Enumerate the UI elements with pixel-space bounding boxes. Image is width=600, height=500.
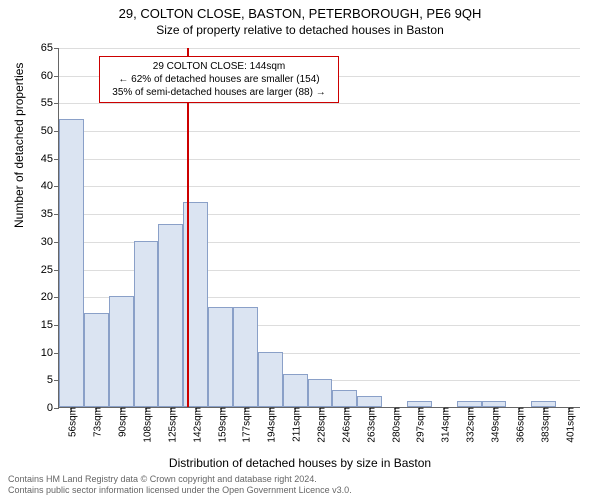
x-tick-label: 263sqm	[362, 407, 377, 443]
x-tick-label: 228sqm	[313, 407, 328, 443]
annotation-line: ← 62% of detached houses are smaller (15…	[106, 73, 332, 86]
histogram-bar	[332, 390, 357, 407]
chart-plot-area: 0510152025303540455055606556sqm73sqm90sq…	[58, 48, 580, 408]
y-tick-label: 60	[41, 70, 59, 82]
y-tick-label: 50	[41, 125, 59, 137]
x-tick-label: 56sqm	[64, 407, 79, 437]
y-tick-label: 10	[41, 347, 59, 359]
histogram-bar	[357, 396, 382, 407]
footer-attribution: Contains HM Land Registry data © Crown c…	[8, 474, 352, 496]
histogram-bar	[308, 379, 333, 407]
gridline-h	[59, 48, 580, 49]
x-tick-label: 177sqm	[238, 407, 253, 443]
gridline-h	[59, 103, 580, 104]
x-tick-label: 142sqm	[188, 407, 203, 443]
title-block: 29, COLTON CLOSE, BASTON, PETERBOROUGH, …	[0, 0, 600, 37]
x-tick-label: 297sqm	[412, 407, 427, 443]
y-tick-label: 45	[41, 153, 59, 165]
title-sub: Size of property relative to detached ho…	[0, 23, 600, 37]
x-tick-label: 125sqm	[163, 407, 178, 443]
y-tick-label: 30	[41, 236, 59, 248]
x-tick-label: 194sqm	[263, 407, 278, 443]
y-tick-label: 65	[41, 42, 59, 54]
x-tick-label: 211sqm	[288, 407, 303, 442]
title-main: 29, COLTON CLOSE, BASTON, PETERBOROUGH, …	[0, 6, 600, 21]
x-tick-label: 73sqm	[89, 407, 104, 437]
histogram-bar	[158, 224, 183, 407]
y-tick-label: 35	[41, 208, 59, 220]
histogram-bar	[59, 119, 84, 407]
x-tick-label: 280sqm	[387, 407, 402, 443]
y-axis-label: Number of detached properties	[12, 63, 26, 228]
x-tick-label: 366sqm	[511, 407, 526, 443]
y-tick-label: 25	[41, 264, 59, 276]
x-tick-label: 159sqm	[213, 407, 228, 443]
x-tick-label: 108sqm	[139, 407, 154, 443]
histogram-bar	[134, 241, 159, 407]
annotation-line: 35% of semi-detached houses are larger (…	[106, 86, 332, 99]
y-tick-label: 20	[41, 291, 59, 303]
x-tick-label: 246sqm	[337, 407, 352, 443]
y-tick-label: 5	[47, 374, 59, 386]
x-tick-label: 90sqm	[114, 407, 129, 437]
x-axis-label: Distribution of detached houses by size …	[0, 456, 600, 470]
gridline-h	[59, 159, 580, 160]
histogram-bar	[283, 374, 308, 407]
y-tick-label: 55	[41, 97, 59, 109]
gridline-h	[59, 131, 580, 132]
histogram-bar	[208, 307, 233, 407]
x-tick-label: 332sqm	[462, 407, 477, 443]
x-tick-label: 314sqm	[437, 407, 452, 443]
histogram-bar	[233, 307, 258, 407]
annotation-box: 29 COLTON CLOSE: 144sqm← 62% of detached…	[99, 56, 339, 103]
y-tick-label: 40	[41, 180, 59, 192]
footer-line-1: Contains HM Land Registry data © Crown c…	[8, 474, 352, 485]
gridline-h	[59, 186, 580, 187]
x-tick-label: 349sqm	[487, 407, 502, 443]
footer-line-2: Contains public sector information licen…	[8, 485, 352, 496]
histogram-bar	[258, 352, 283, 407]
annotation-line: 29 COLTON CLOSE: 144sqm	[106, 60, 332, 73]
y-tick-label: 0	[47, 402, 59, 414]
x-tick-label: 383sqm	[536, 407, 551, 443]
gridline-h	[59, 214, 580, 215]
histogram-bar	[84, 313, 109, 407]
x-tick-label: 401sqm	[561, 407, 576, 443]
y-tick-label: 15	[41, 319, 59, 331]
histogram-bar	[109, 296, 134, 407]
